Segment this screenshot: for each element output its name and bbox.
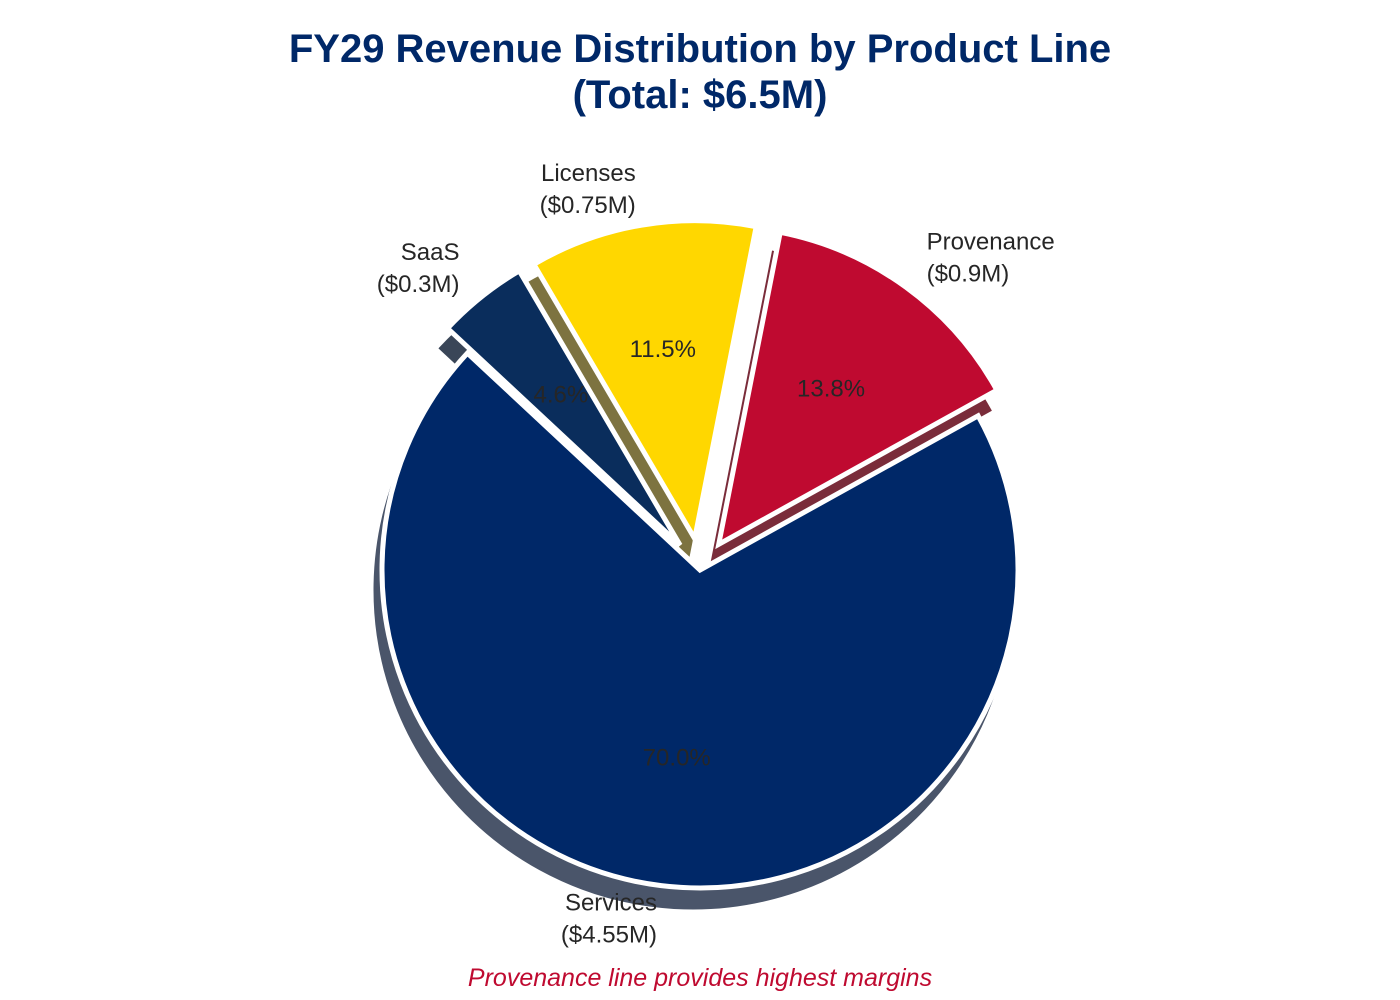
slice-amount-provenance: ($0.9M) bbox=[927, 260, 1010, 287]
chart-annotation: Provenance line provides highest margins bbox=[467, 964, 933, 992]
slice-services bbox=[379, 349, 1021, 891]
slice-label-provenance: Provenance bbox=[927, 228, 1055, 255]
chart-title-line-2: (Total: $6.5M) bbox=[572, 73, 828, 117]
slice-percent-licenses: 11.5% bbox=[630, 336, 696, 363]
slice-amount-saas: ($0.3M) bbox=[377, 271, 460, 298]
slice-amount-services: ($4.55M) bbox=[561, 922, 657, 949]
slice-percent-saas: 4.6% bbox=[533, 382, 588, 409]
slice-label-licenses: Licenses bbox=[541, 160, 636, 187]
chart-title: FY29 Revenue Distribution by Product Lin… bbox=[0, 26, 1400, 118]
slice-label-services: Services bbox=[565, 890, 657, 917]
slice-licenses bbox=[530, 218, 760, 546]
slice-labels: Services ($4.55M) 70.0% Provenance ($0.9M) 13… bbox=[377, 160, 1055, 949]
slices bbox=[379, 218, 1021, 891]
chart-title-line-1: FY29 Revenue Distribution by Product Lin… bbox=[288, 27, 1112, 71]
slice-saas bbox=[444, 267, 683, 548]
slice-percent-services: 70.0% bbox=[643, 745, 711, 772]
slice-provenance bbox=[715, 229, 1001, 550]
slice-percent-provenance: 13.8% bbox=[797, 375, 865, 402]
slice-amount-licenses: ($0.75M) bbox=[540, 192, 636, 219]
slice-label-saas: SaaS bbox=[401, 239, 460, 266]
